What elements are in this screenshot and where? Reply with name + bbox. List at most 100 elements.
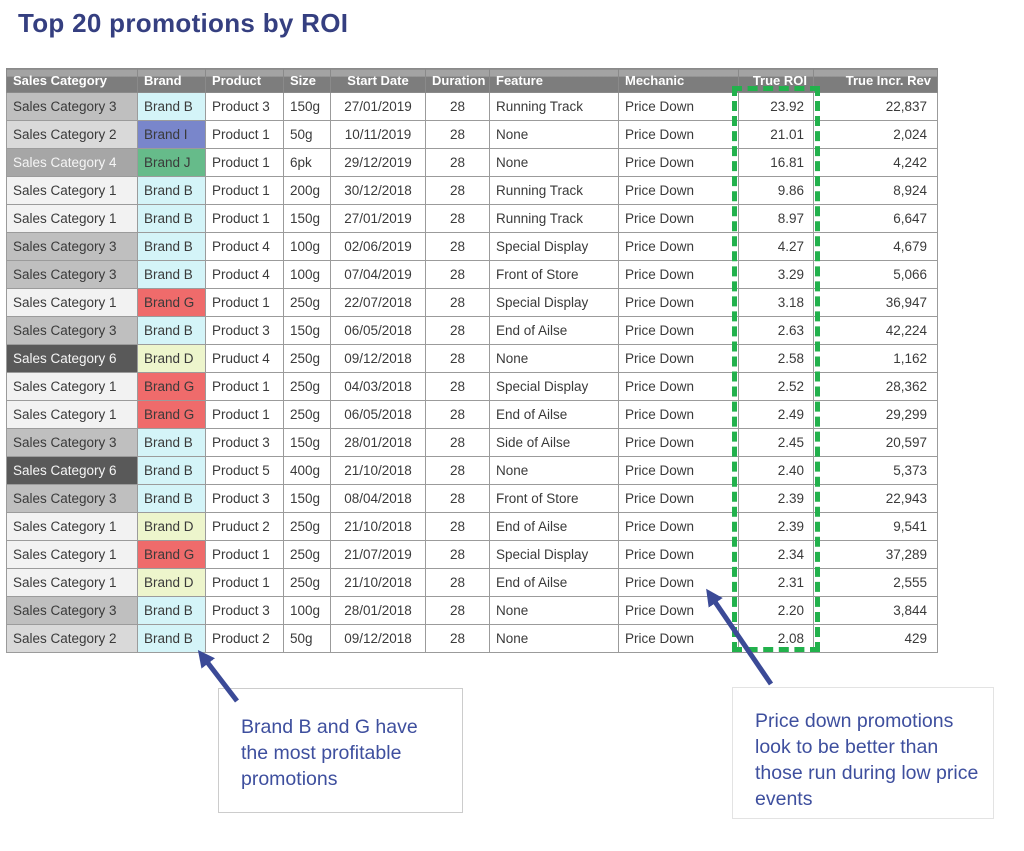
cell-feature: Front of Store <box>489 260 619 289</box>
cell-start-date: 27/01/2019 <box>330 92 426 121</box>
cell-product: Product 1 <box>205 372 284 401</box>
table-row: Sales Category 1 Brand D Pruduct 2 250g 21/1… <box>6 512 938 541</box>
cell-product: Product 3 <box>205 484 284 513</box>
cell-duration: 28 <box>425 344 490 373</box>
cell-start-date: 27/01/2019 <box>330 204 426 233</box>
cell-sales-category: Sales Category 3 <box>6 316 138 345</box>
cell-rev: 36,947 <box>813 288 938 317</box>
cell-product: Pruduct 2 <box>205 512 284 541</box>
cell-feature: None <box>489 456 619 485</box>
cell-duration: 28 <box>425 372 490 401</box>
cell-mechanic: Price Down <box>618 372 739 401</box>
header-sales-category: Sales Category <box>6 68 138 93</box>
table-row: Sales Category 3 Brand B Product 3 100g 28/0… <box>6 596 938 625</box>
cell-duration: 28 <box>425 232 490 261</box>
cell-start-date: 07/04/2019 <box>330 260 426 289</box>
cell-sales-category: Sales Category 3 <box>6 484 138 513</box>
cell-rev: 37,289 <box>813 540 938 569</box>
cell-sales-category: Sales Category 3 <box>6 92 138 121</box>
table-header-row: Sales Category Brand Product Size Start Date… <box>6 68 938 93</box>
cell-duration: 28 <box>425 540 490 569</box>
cell-rev: 9,541 <box>813 512 938 541</box>
cell-feature: Special Display <box>489 232 619 261</box>
cell-sales-category: Sales Category 1 <box>6 288 138 317</box>
cell-sales-category: Sales Category 1 <box>6 400 138 429</box>
cell-roi: 2.63 <box>738 316 814 345</box>
cell-mechanic: Price Down <box>618 232 739 261</box>
cell-feature: None <box>489 148 619 177</box>
cell-feature: Special Display <box>489 372 619 401</box>
cell-rev: 2,024 <box>813 120 938 149</box>
cell-rev: 1,162 <box>813 344 938 373</box>
cell-product: Product 2 <box>205 624 284 653</box>
cell-brand: Brand B <box>137 596 206 625</box>
cell-duration: 28 <box>425 400 490 429</box>
cell-mechanic: Price Down <box>618 92 739 121</box>
cell-product: Product 3 <box>205 92 284 121</box>
table-row: Sales Category 6 Brand B Product 5 400g 21/1… <box>6 456 938 485</box>
cell-duration: 28 <box>425 120 490 149</box>
cell-size: 100g <box>283 260 331 289</box>
cell-roi: 23.92 <box>738 92 814 121</box>
cell-sales-category: Sales Category 6 <box>6 344 138 373</box>
cell-product: Product 3 <box>205 596 284 625</box>
cell-size: 150g <box>283 316 331 345</box>
cell-start-date: 30/12/2018 <box>330 176 426 205</box>
cell-start-date: 02/06/2019 <box>330 232 426 261</box>
header-start-date: Start Date <box>330 68 426 93</box>
cell-start-date: 21/10/2018 <box>330 456 426 485</box>
cell-product: Pruduct 4 <box>205 344 284 373</box>
cell-duration: 28 <box>425 568 490 597</box>
callout-brand-note: Brand B and G have the most profitable p… <box>218 688 463 813</box>
cell-feature: None <box>489 624 619 653</box>
cell-roi: 2.45 <box>738 428 814 457</box>
cell-product: Product 1 <box>205 176 284 205</box>
table-row: Sales Category 3 Brand B Product 3 150g 27/0… <box>6 92 938 121</box>
cell-mechanic: Price Down <box>618 568 739 597</box>
cell-brand: Brand G <box>137 372 206 401</box>
cell-sales-category: Sales Category 1 <box>6 204 138 233</box>
cell-size: 150g <box>283 428 331 457</box>
cell-start-date: 28/01/2018 <box>330 428 426 457</box>
cell-rev: 429 <box>813 624 938 653</box>
cell-feature: End of Ailse <box>489 400 619 429</box>
cell-rev: 4,242 <box>813 148 938 177</box>
table-row: Sales Category 2 Brand B Product 2 50g 09/12… <box>6 624 938 653</box>
cell-brand: Brand J <box>137 148 206 177</box>
cell-sales-category: Sales Category 3 <box>6 260 138 289</box>
cell-mechanic: Price Down <box>618 484 739 513</box>
table-row: Sales Category 1 Brand D Product 1 250g 21/1… <box>6 568 938 597</box>
cell-duration: 28 <box>425 624 490 653</box>
cell-duration: 28 <box>425 176 490 205</box>
cell-roi: 2.40 <box>738 456 814 485</box>
callout-mechanic-note-text: Price down promotions look to be better … <box>755 710 979 811</box>
cell-duration: 28 <box>425 316 490 345</box>
cell-size: 100g <box>283 596 331 625</box>
cell-brand: Brand B <box>137 232 206 261</box>
cell-sales-category: Sales Category 3 <box>6 596 138 625</box>
cell-start-date: 06/05/2018 <box>330 316 426 345</box>
cell-start-date: 09/12/2018 <box>330 624 426 653</box>
header-rev: True Incr. Rev <box>813 68 938 93</box>
cell-product: Product 4 <box>205 232 284 261</box>
cell-mechanic: Price Down <box>618 316 739 345</box>
cell-size: 400g <box>283 456 331 485</box>
cell-mechanic: Price Down <box>618 540 739 569</box>
cell-start-date: 08/04/2018 <box>330 484 426 513</box>
cell-size: 250g <box>283 540 331 569</box>
cell-product: Product 5 <box>205 456 284 485</box>
table-row: Sales Category 4 Brand J Product 1 6pk 29/12… <box>6 148 938 177</box>
promotions-table: Sales Category Brand Product Size Start Date… <box>6 68 938 653</box>
cell-mechanic: Price Down <box>618 456 739 485</box>
cell-brand: Brand I <box>137 120 206 149</box>
cell-roi: 2.39 <box>738 512 814 541</box>
cell-start-date: 04/03/2018 <box>330 372 426 401</box>
cell-start-date: 10/11/2019 <box>330 120 426 149</box>
cell-roi: 9.86 <box>738 176 814 205</box>
cell-brand: Brand D <box>137 568 206 597</box>
cell-sales-category: Sales Category 1 <box>6 512 138 541</box>
cell-sales-category: Sales Category 6 <box>6 456 138 485</box>
cell-feature: Running Track <box>489 92 619 121</box>
cell-start-date: 21/10/2018 <box>330 512 426 541</box>
